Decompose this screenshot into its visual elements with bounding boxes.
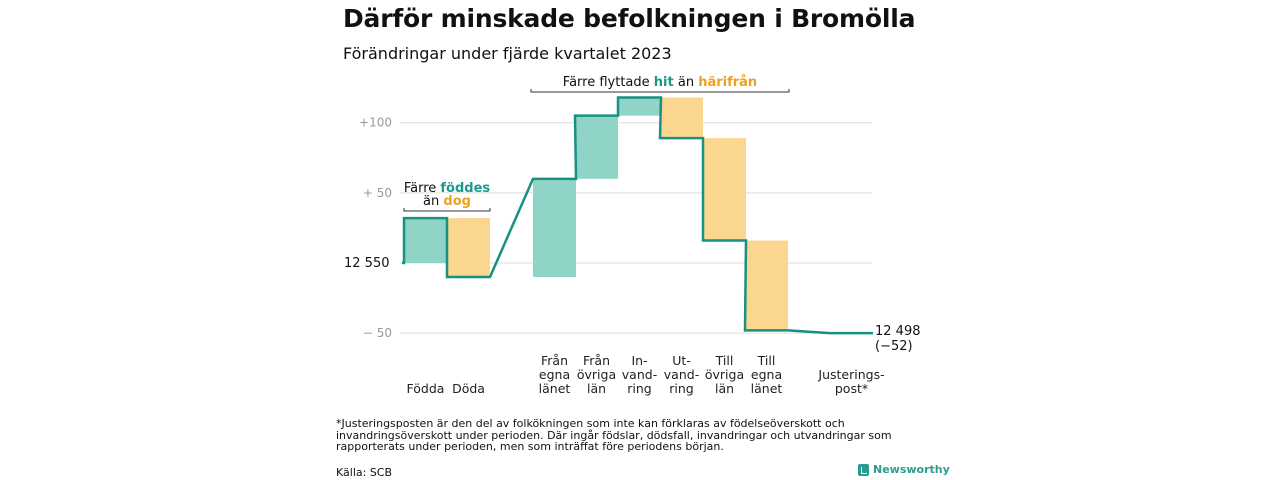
x-category-label: Till xyxy=(715,353,734,368)
x-category-label: Från xyxy=(541,353,568,368)
x-category-label: Till xyxy=(757,353,776,368)
waterfall-bar xyxy=(404,218,447,263)
waterfall-bar xyxy=(703,138,746,241)
annotation-1-line1: Färre föddes xyxy=(404,181,491,196)
annotation-bracket xyxy=(403,208,491,212)
annotation-highlight-in: hit xyxy=(654,75,674,90)
x-category-label: ring xyxy=(669,381,693,396)
y-tick-label: +100 xyxy=(359,116,392,130)
x-category-label: Födda xyxy=(407,381,445,396)
x-category-label: övriga xyxy=(705,367,744,382)
brand-logo: Newsworthy xyxy=(858,463,950,476)
annotation-bracket xyxy=(530,89,790,93)
x-category-label: post* xyxy=(835,381,868,396)
x-category-label: län xyxy=(587,381,606,396)
annotation-highlight-in: föddes xyxy=(440,181,490,196)
x-category-label: Ut- xyxy=(672,353,691,368)
chart-title: Därför minskade befolkningen i Bromölla xyxy=(343,4,916,33)
annotation-text: Färre flyttade xyxy=(563,75,654,90)
chart-subtitle: Förändringar under fjärde kvartalet 2023 xyxy=(343,44,672,63)
annotation-2-line1: Färre flyttade hit än härifrån xyxy=(563,75,757,90)
newsworthy-icon xyxy=(858,463,869,476)
x-category-label: egna xyxy=(539,367,570,382)
waterfall-bar xyxy=(575,115,618,179)
x-category-label: egna xyxy=(751,367,782,382)
x-category-label: vand- xyxy=(664,367,699,382)
x-category-label: In- xyxy=(631,353,647,368)
start-value-label: 12 550 xyxy=(344,256,390,271)
waterfall-bar xyxy=(447,218,490,278)
annotation-text: Färre xyxy=(404,181,441,196)
annotation-text: än xyxy=(423,194,443,209)
waterfall-bar xyxy=(660,97,703,139)
footnote: *Justeringsposten är den del av folkökni… xyxy=(336,417,892,453)
y-tick-label: + 50 xyxy=(363,186,392,200)
waterfall-bar xyxy=(533,178,576,278)
end-value-label: 12 498 xyxy=(875,324,921,339)
x-category-label: övriga xyxy=(577,367,616,382)
x-category-label: Döda xyxy=(452,381,485,396)
annotation-highlight-out: dog xyxy=(443,194,471,209)
annotation-highlight-out: härifrån xyxy=(698,75,757,90)
x-category-label: Från xyxy=(583,353,610,368)
end-change-label: (−52) xyxy=(875,339,913,354)
waterfall-bar xyxy=(618,97,661,116)
annotation-text: än xyxy=(674,75,698,90)
source-label: Källa: SCB xyxy=(336,466,393,479)
annotation-1-line2: än dog xyxy=(423,194,471,209)
x-category-label: länet xyxy=(539,381,571,396)
x-category-label: länet xyxy=(751,381,783,396)
y-tick-label: − 50 xyxy=(363,326,392,340)
x-category-label: Justerings- xyxy=(817,367,884,382)
brand-name: Newsworthy xyxy=(873,463,950,476)
waterfall-bar xyxy=(745,240,788,331)
x-category-label: vand- xyxy=(622,367,657,382)
cumulative-step-line xyxy=(402,96,873,335)
x-category-label: län xyxy=(715,381,734,396)
x-category-label: ring xyxy=(627,381,651,396)
